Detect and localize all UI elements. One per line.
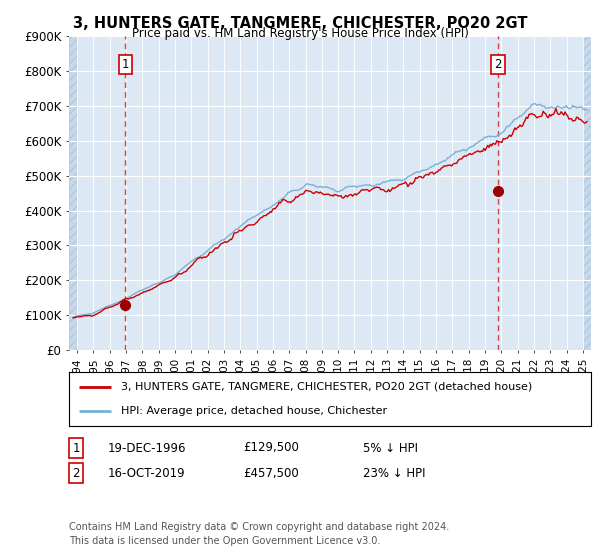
Text: 3, HUNTERS GATE, TANGMERE, CHICHESTER, PO20 2GT (detached house): 3, HUNTERS GATE, TANGMERE, CHICHESTER, P… (121, 382, 532, 392)
Text: Contains HM Land Registry data © Crown copyright and database right 2024.
This d: Contains HM Land Registry data © Crown c… (69, 522, 449, 546)
Text: 23% ↓ HPI: 23% ↓ HPI (363, 466, 425, 480)
Text: 2: 2 (73, 466, 80, 480)
Bar (583, 36, 591, 350)
Bar (69, 36, 77, 350)
Text: 19-DEC-1996: 19-DEC-1996 (108, 441, 187, 455)
Point (107, 384, 115, 390)
Text: Price paid vs. HM Land Registry's House Price Index (HPI): Price paid vs. HM Land Registry's House … (131, 27, 469, 40)
Text: £457,500: £457,500 (243, 466, 299, 480)
Point (107, 408, 115, 414)
Text: 3, HUNTERS GATE, TANGMERE, CHICHESTER, PO20 2GT: 3, HUNTERS GATE, TANGMERE, CHICHESTER, P… (73, 16, 527, 31)
Text: HPI: Average price, detached house, Chichester: HPI: Average price, detached house, Chic… (121, 406, 388, 416)
Text: £129,500: £129,500 (243, 441, 299, 455)
Text: 1: 1 (73, 441, 80, 455)
Point (76, 408, 83, 414)
Text: 5% ↓ HPI: 5% ↓ HPI (363, 441, 418, 455)
Point (76, 384, 83, 390)
Text: 2: 2 (494, 58, 502, 71)
Text: 1: 1 (122, 58, 129, 71)
Text: 16-OCT-2019: 16-OCT-2019 (108, 466, 185, 480)
